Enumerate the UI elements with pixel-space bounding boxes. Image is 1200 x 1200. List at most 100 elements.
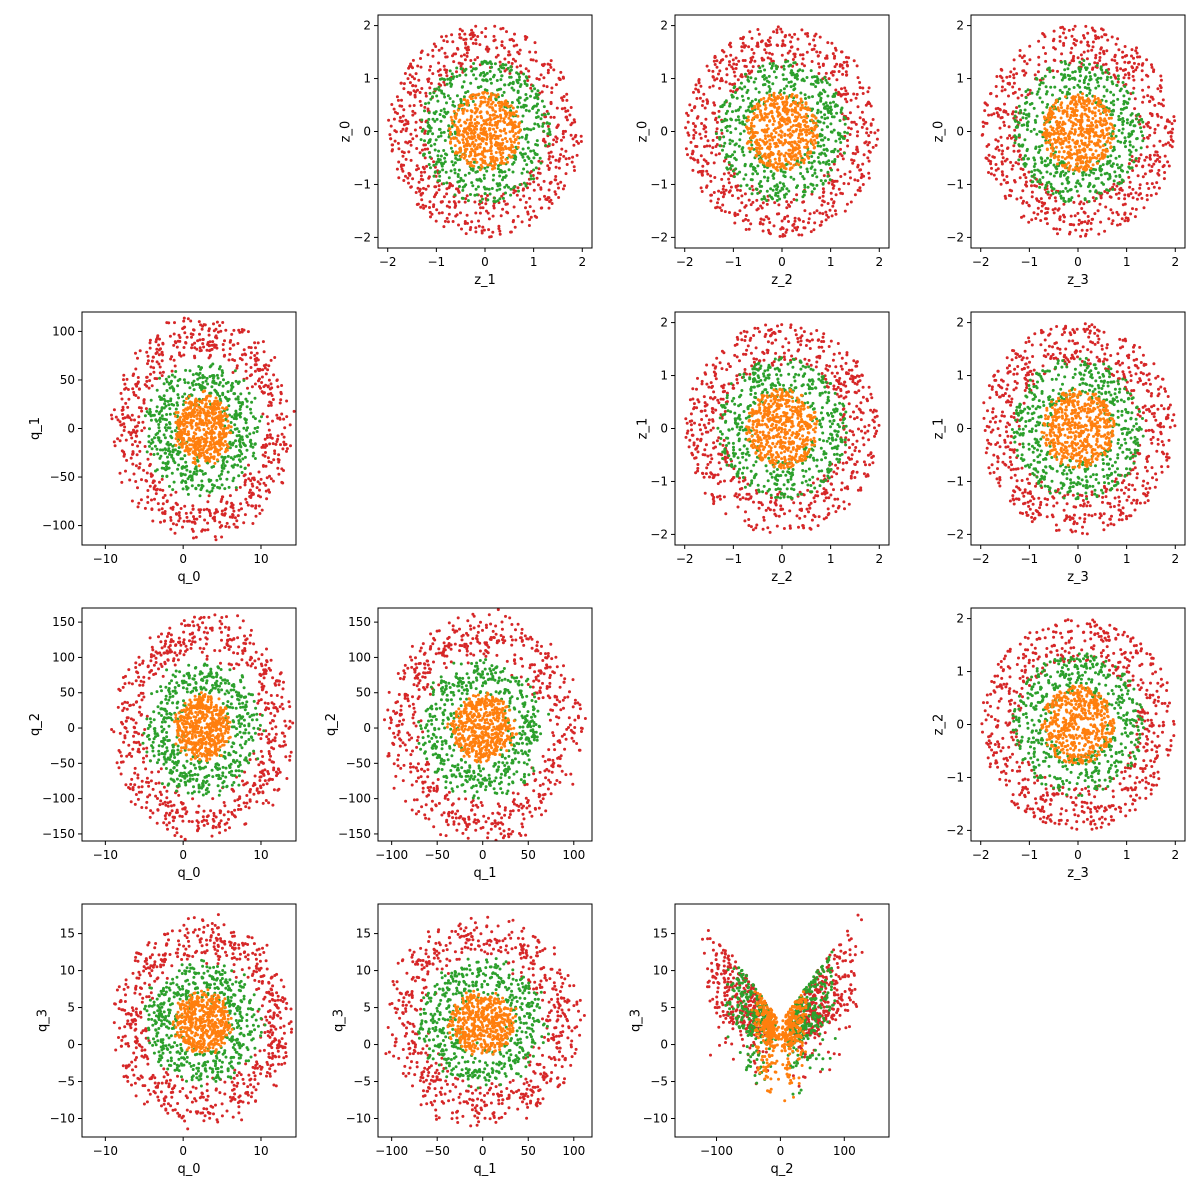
data-point [1163,154,1167,158]
data-point [474,230,478,234]
data-point [729,89,733,93]
data-point [784,122,788,126]
data-point [713,63,717,66]
data-point [781,73,785,77]
data-point [867,141,871,144]
data-point [1027,112,1031,116]
data-point [805,116,809,120]
data-point [1125,121,1129,125]
data-point [840,50,843,54]
data-point [1083,148,1087,152]
data-point [767,217,771,221]
data-point [482,148,486,152]
data-point [730,65,734,69]
data-point [434,162,438,166]
data-point [836,131,840,135]
data-point [436,69,440,73]
data-point [1121,50,1125,54]
data-point [769,150,773,154]
data-point [983,109,987,113]
data-point [444,34,448,38]
data-point [822,174,826,178]
data-point [1116,213,1120,217]
data-point [1069,148,1073,152]
data-point [1024,90,1028,93]
data-point [549,150,553,154]
data-point [1101,148,1105,152]
data-point [690,109,694,112]
data-point [758,144,762,148]
data-point [809,82,813,86]
data-point [772,30,776,34]
data-point [511,145,515,149]
data-point [401,114,405,118]
data-point [1055,227,1058,231]
data-point [1131,207,1134,211]
data-point [445,40,449,44]
data-point [869,130,873,134]
data-point [409,185,413,189]
data-point [1020,144,1024,148]
data-point [707,69,711,73]
data-point [465,142,468,146]
data-point [780,44,784,48]
data-point [1119,140,1123,144]
data-point [755,44,759,48]
data-point [1123,45,1127,48]
data-point [501,178,504,182]
data-point [723,100,727,104]
data-point [423,109,426,113]
data-point [736,196,740,200]
y-tick-label: −1 [650,177,668,191]
data-point [447,176,451,180]
data-point [727,190,731,194]
data-point [1097,138,1100,142]
data-point [829,130,833,134]
data-point [722,135,726,139]
data-point [432,205,435,209]
data-point [432,42,436,46]
data-point [1099,220,1103,224]
data-point [469,226,473,229]
data-point [1152,144,1156,148]
data-point [1054,165,1058,169]
data-point [1062,220,1066,224]
data-point [538,197,542,201]
data-point [768,194,772,198]
data-point [455,70,458,74]
data-point [1058,227,1062,231]
data-point [1054,150,1057,154]
data-point [1090,26,1094,30]
data-point [1134,49,1138,53]
data-point [577,141,580,145]
data-point [511,127,515,131]
data-point [767,40,771,43]
data-point [719,191,723,195]
data-point [760,128,764,132]
data-point [1127,76,1131,80]
data-point [871,145,875,149]
data-point [842,182,846,185]
data-point [731,110,734,114]
data-point [1116,37,1120,41]
data-point [1013,114,1017,118]
data-point [822,190,826,194]
data-point [529,215,533,219]
data-point [1141,88,1145,92]
data-point [1081,92,1084,96]
data-point [462,38,466,42]
data-point [516,186,520,190]
data-point [1159,78,1163,82]
data-point [1128,143,1132,147]
data-point [1039,171,1043,175]
data-point [406,176,410,180]
data-point [458,141,461,145]
data-point [488,113,492,117]
data-point [527,224,531,227]
data-point [1091,127,1095,131]
data-point [493,137,497,141]
data-point [445,55,449,59]
data-point [856,179,860,183]
data-point [686,114,690,117]
data-point [428,126,432,130]
